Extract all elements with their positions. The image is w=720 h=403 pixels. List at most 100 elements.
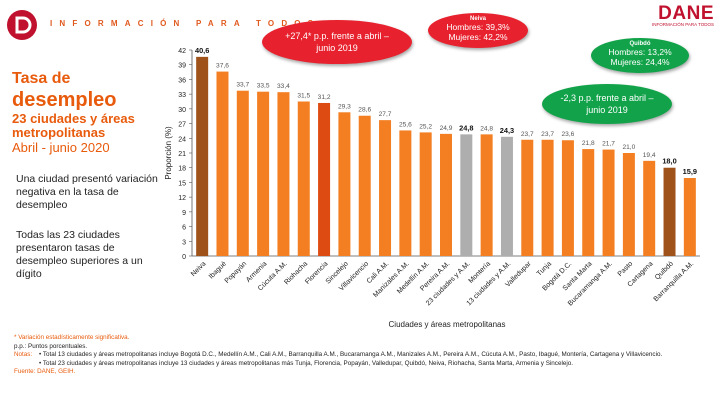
bar (683, 178, 696, 256)
brand-subtitle: INFORMACIÓN PARA TODOS (651, 22, 714, 27)
y-tick-label: 30 (178, 107, 186, 114)
data-label: 23,7 (541, 131, 554, 138)
y-tick-label: 9 (182, 210, 186, 217)
bar (399, 130, 412, 256)
category-label: Popayán (224, 260, 249, 285)
page-title: Tasa de desempleo 23 ciudades y áreas me… (12, 70, 162, 155)
y-tick-label: 36 (178, 77, 186, 84)
brand-word: DANE (658, 3, 714, 24)
quibdo-women: Mujeres: 24,4% (610, 57, 670, 67)
data-label: 31,2 (318, 94, 331, 101)
y-axis-title: Proporción (%) (164, 126, 173, 180)
description-2: Todas las 23 ciudades presentaron tasas … (16, 229, 143, 280)
data-label: 24,8 (459, 123, 473, 132)
bar (338, 112, 351, 257)
notes-label: Notas: (14, 351, 33, 359)
data-label: 31,5 (297, 93, 310, 100)
y-tick-label: 24 (178, 136, 186, 143)
y-tick-label: 18 (178, 166, 186, 173)
y-tick-label: 0 (182, 254, 186, 261)
neiva-change-callout: +27,4* p.p. frente a abril – junio 2019 (262, 20, 412, 64)
category-label: Pasto (617, 260, 635, 278)
category-label: Neiva (190, 260, 208, 278)
category-label: Tunja (536, 260, 553, 277)
bar (379, 120, 392, 256)
data-label: 33,5 (257, 83, 270, 90)
data-label: 37,6 (216, 63, 229, 70)
x-axis-title: Ciudades y áreas metropolitanas (389, 320, 506, 329)
bar (622, 153, 635, 256)
bar (602, 149, 615, 256)
note-asterisk: * Variación estadísticamente significati… (14, 334, 130, 341)
data-label: 24,3 (500, 126, 514, 135)
bar (521, 139, 534, 256)
data-label: 33,4 (277, 83, 290, 90)
bar (358, 115, 371, 256)
quibdo-callout-title: Quibdó (629, 41, 651, 47)
footnotes: * Variación estadísticamente significati… (14, 334, 714, 377)
data-label: 21,7 (602, 141, 615, 148)
category-label: Barranquilla A.M. (653, 260, 696, 303)
neiva-gender-callout: Neiva Hombres: 39,3% Mujeres: 42,2% (428, 13, 528, 48)
bar (257, 91, 270, 256)
quibdo-men: Hombres: 13,2% (608, 47, 672, 57)
bar (419, 132, 432, 256)
data-label: 21,0 (622, 144, 635, 151)
description-1: Una ciudad presentó variación negativa e… (16, 173, 158, 211)
y-tick-label: 3 (182, 239, 186, 246)
source: Fuente: DANE, GEIH. (14, 368, 76, 376)
neiva-women: Mujeres: 42,2% (448, 32, 508, 42)
y-tick-label: 42 (178, 48, 186, 55)
data-label: 15,9 (683, 167, 697, 176)
bar (500, 136, 513, 256)
bar (480, 134, 493, 256)
bar (582, 149, 595, 256)
notes-block: Notas: • Total 13 ciudades y áreas metro… (14, 351, 714, 368)
data-label: 29,3 (338, 103, 351, 110)
bar (643, 160, 656, 256)
bar (541, 139, 554, 256)
data-label: 25,2 (419, 123, 432, 130)
bar (440, 133, 452, 256)
bar (277, 92, 290, 256)
note-1: • Total 13 ciudades y áreas metropolitan… (39, 351, 663, 359)
bar (236, 90, 249, 256)
quibdo-gender-callout: Quibdó Hombres: 13,2% Mujeres: 24,4% (591, 38, 689, 73)
note-2: • Total 23 ciudades y áreas metropolitan… (39, 359, 574, 367)
bar (663, 167, 676, 256)
data-label: 33,7 (236, 82, 249, 89)
bar (196, 56, 209, 256)
data-label: 27,7 (379, 111, 392, 118)
bar (561, 140, 574, 256)
data-label: 19,4 (643, 152, 656, 159)
header-tagline: INFORMACIÓN PARA TODOS (50, 19, 321, 28)
title-line4: Abril - junio 2020 (12, 140, 110, 155)
category-label: Manizales A.M. (372, 260, 411, 299)
quibdo-change-callout: -2,3 p.p. frente a abril – junio 2019 (542, 84, 672, 124)
y-tick-label: 21 (178, 151, 186, 158)
data-label: 23,7 (521, 131, 534, 138)
data-label: 23,6 (561, 131, 574, 138)
y-tick-label: 39 (178, 63, 186, 70)
dane-brand: DANE INFORMACIÓN PARA TODOS (652, 3, 714, 27)
data-label: 28,6 (358, 107, 371, 114)
neiva-men: Hombres: 39,3% (446, 22, 510, 32)
data-label: 25,6 (399, 121, 412, 128)
quibdo-change-text: -2,3 p.p. frente a abril – junio 2019 (560, 93, 654, 115)
y-tick-label: 12 (178, 195, 186, 202)
title-line1: Tasa de (12, 70, 71, 87)
y-tick-label: 15 (178, 180, 186, 187)
data-label: 40,6 (195, 46, 209, 55)
note-pp: p.p.: Puntos porcentuales. (14, 342, 88, 350)
y-tick-label: 6 (182, 225, 186, 232)
y-tick-label: 33 (178, 92, 186, 99)
bar (216, 71, 229, 256)
data-label: 21,8 (582, 140, 595, 147)
data-label: 24,8 (480, 125, 493, 132)
y-tick-label: 27 (178, 122, 186, 129)
neiva-change-text: +27,4* p.p. frente a abril – junio 2019 (285, 31, 389, 53)
bar (460, 134, 473, 256)
bar (297, 101, 310, 256)
dane-d-logo-icon (7, 10, 37, 40)
